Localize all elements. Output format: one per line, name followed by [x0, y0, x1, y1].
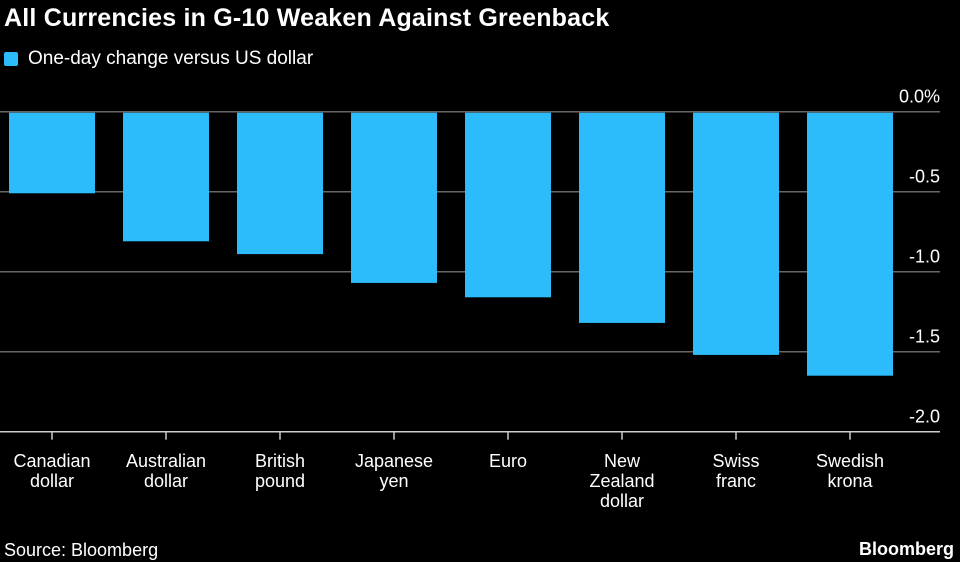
- x-tick-label: franc: [716, 471, 756, 491]
- y-tick-label: -1.0: [909, 247, 940, 267]
- bar: [9, 112, 95, 194]
- legend-label: One-day change versus US dollar: [28, 48, 314, 69]
- bar: [351, 112, 437, 283]
- brand-logo: Bloomberg: [858, 539, 954, 559]
- x-tick-label: dollar: [600, 491, 644, 511]
- chart-title: All Currencies in G-10 Weaken Against Gr…: [4, 4, 610, 32]
- x-tick-label: Japanese: [355, 451, 433, 471]
- y-tick-label: -2.0: [909, 407, 940, 427]
- x-tick-label: Canadian: [13, 451, 90, 471]
- bar: [465, 112, 551, 298]
- bar: [237, 112, 323, 255]
- x-tick-label: krona: [827, 471, 873, 491]
- x-tick-label: dollar: [144, 471, 188, 491]
- x-tick-label: Zealand: [589, 471, 654, 491]
- x-tick-label: Australian: [126, 451, 206, 471]
- y-tick-label: -0.5: [909, 167, 940, 187]
- x-tick-label: Swiss: [712, 451, 759, 471]
- legend-swatch: [4, 52, 18, 66]
- x-tick-label: New: [604, 451, 641, 471]
- x-tick-label: dollar: [30, 471, 74, 491]
- bar: [579, 112, 665, 323]
- y-tick-label: 0.0%: [899, 87, 940, 107]
- bar: [123, 112, 209, 242]
- x-tick-label: Swedish: [816, 451, 884, 471]
- y-tick-label: -1.5: [909, 327, 940, 347]
- x-tick-label: Euro: [489, 451, 527, 471]
- x-tick-label: yen: [379, 471, 408, 491]
- legend: One-day change versus US dollar: [4, 48, 313, 70]
- source-note: Source: Bloomberg: [4, 540, 159, 560]
- x-tick-label: pound: [255, 471, 305, 491]
- bar: [693, 112, 779, 355]
- x-tick-label: British: [255, 451, 305, 471]
- bar: [807, 112, 893, 376]
